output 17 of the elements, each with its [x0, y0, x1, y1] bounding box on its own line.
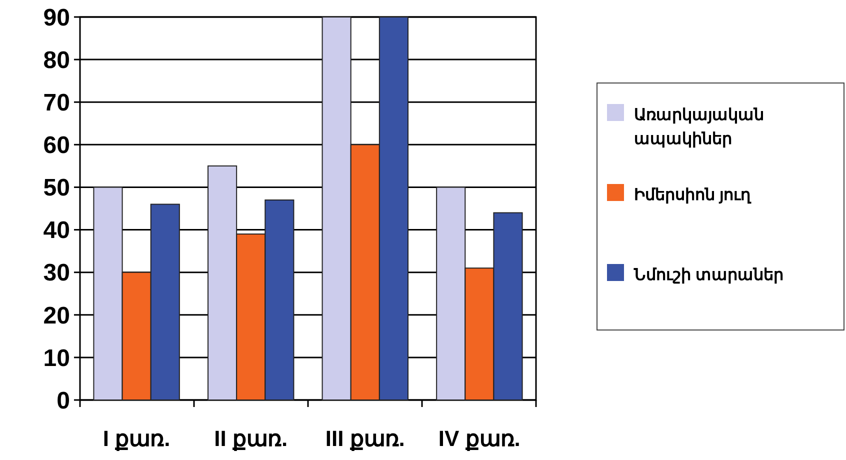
y-tick-label: 60: [43, 132, 70, 160]
y-tick-label: 40: [43, 217, 70, 244]
legend-label: Իմերսիոն յուղ: [634, 187, 752, 204]
y-tick-label: 80: [43, 46, 70, 74]
y-tick-label: 90: [43, 4, 70, 32]
x-tick-label: I քառ.: [102, 426, 170, 451]
y-tick-label: 30: [43, 260, 70, 287]
legend-label: Առարկայական ապակիներ: [634, 107, 764, 148]
x-tick-label: IV քառ.: [438, 426, 520, 451]
y-tick-label: 0: [56, 387, 70, 414]
legend-label: Նմուշի տարաներ: [633, 267, 784, 284]
y-tick-label: 70: [43, 90, 70, 117]
x-tick-label: II քառ.: [214, 426, 288, 451]
y-tick-label: 50: [43, 174, 70, 202]
y-tick-label: 10: [43, 344, 70, 372]
y-tick-label: 20: [43, 302, 70, 330]
x-tick-label: III քառ.: [325, 426, 405, 451]
